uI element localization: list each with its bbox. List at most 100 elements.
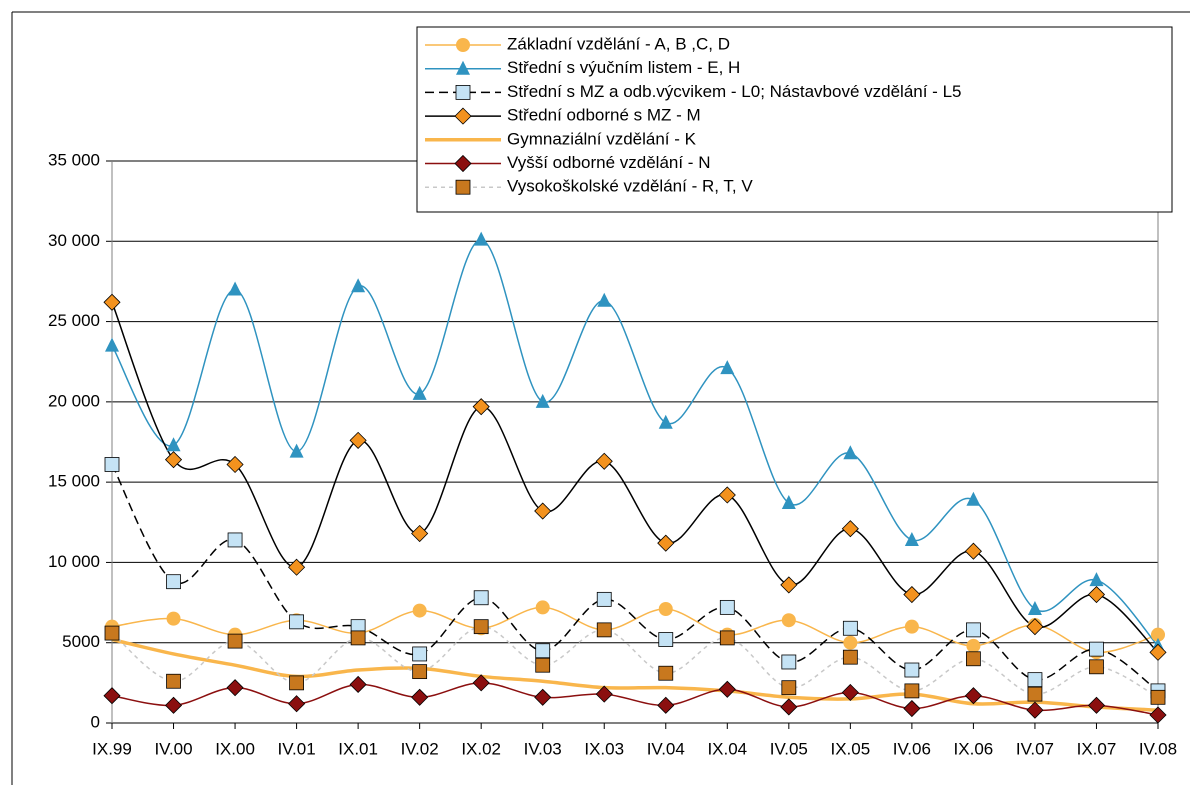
- series-line: [111, 625, 1159, 698]
- point: [720, 360, 735, 375]
- point: [718, 680, 736, 698]
- point: [228, 281, 243, 296]
- y-tick-label: 5000: [62, 632, 100, 651]
- point: [1151, 627, 1165, 642]
- series-line: [111, 238, 1159, 647]
- point: [781, 495, 796, 510]
- point: [719, 599, 735, 615]
- point: [289, 443, 304, 458]
- x-tick-label: IV.08: [1139, 739, 1177, 758]
- x-tick-label: IV.01: [278, 739, 316, 758]
- point: [1089, 641, 1104, 657]
- point: [595, 452, 613, 470]
- point: [535, 643, 551, 659]
- x-tick-label: IX.03: [584, 739, 624, 758]
- point: [411, 688, 429, 706]
- point: [349, 675, 367, 694]
- point: [842, 649, 858, 665]
- point: [474, 231, 489, 246]
- point: [658, 665, 674, 681]
- point: [1149, 706, 1167, 724]
- point: [351, 278, 366, 293]
- point: [904, 683, 920, 699]
- point: [103, 293, 121, 311]
- point: [164, 451, 183, 469]
- point: [455, 179, 471, 195]
- x-tick-label: IV.05: [770, 739, 808, 758]
- point: [658, 601, 673, 616]
- point: [412, 646, 428, 662]
- point: [842, 620, 858, 636]
- point: [904, 531, 919, 546]
- point: [1027, 686, 1043, 702]
- point: [841, 683, 859, 702]
- point: [472, 398, 490, 416]
- point: [454, 154, 472, 173]
- point: [1087, 696, 1106, 714]
- point: [456, 60, 470, 75]
- point: [781, 613, 796, 628]
- point: [412, 603, 427, 618]
- y-tick-label: 25 000: [48, 311, 100, 330]
- point: [412, 385, 427, 400]
- point: [904, 619, 919, 634]
- point: [105, 337, 119, 352]
- point: [456, 38, 470, 52]
- point: [658, 414, 673, 429]
- point: [227, 532, 243, 548]
- point: [104, 625, 120, 641]
- x-tick-label: IV.00: [154, 739, 192, 758]
- point: [903, 585, 921, 604]
- point: [350, 630, 366, 646]
- legend-label: Vysokoškolské vzdělání - R, T, V: [507, 177, 753, 196]
- series-line: [111, 606, 1159, 654]
- point: [780, 576, 798, 594]
- x-tick-label: IX.99: [92, 739, 132, 758]
- y-tick-label: 0: [91, 712, 100, 731]
- point: [596, 591, 612, 607]
- point: [904, 662, 920, 678]
- point: [964, 687, 982, 705]
- legend-label: Vyšší odborné vzdělání - N: [507, 153, 710, 172]
- x-tick-label: IX.06: [954, 739, 994, 758]
- point: [1027, 672, 1043, 688]
- point: [166, 611, 181, 626]
- point: [1150, 689, 1166, 705]
- point: [1026, 701, 1044, 719]
- x-tick-label: IX.05: [831, 739, 871, 758]
- x-tick-label: IV.03: [524, 739, 562, 758]
- point: [288, 695, 306, 713]
- point: [535, 657, 551, 673]
- point: [780, 698, 798, 716]
- point: [1149, 643, 1167, 661]
- x-tick-label: IV.07: [1016, 739, 1054, 758]
- x-tick-label: IX.04: [707, 739, 747, 758]
- point: [781, 680, 797, 696]
- x-tick-label: IV.04: [647, 739, 685, 758]
- y-tick-label: 30 000: [48, 231, 100, 250]
- y-tick-label: 10 000: [48, 552, 100, 571]
- point: [966, 622, 981, 638]
- point: [597, 292, 612, 307]
- point: [166, 673, 181, 689]
- point: [964, 542, 982, 560]
- x-tick-label: IV.06: [893, 739, 931, 758]
- point: [534, 688, 552, 706]
- legend-label: Základní vzdělání - A, B ,C, D: [507, 34, 730, 53]
- point: [535, 600, 550, 615]
- point: [288, 558, 306, 576]
- point: [966, 651, 981, 667]
- x-tick-label: IX.07: [1077, 739, 1117, 758]
- point: [781, 654, 797, 670]
- x-tick-label: IX.02: [461, 739, 501, 758]
- point: [103, 687, 121, 705]
- legend-label: Střední odborné s MZ - M: [507, 106, 701, 125]
- point: [1026, 618, 1044, 636]
- point: [658, 632, 674, 647]
- point: [1027, 600, 1042, 615]
- point: [226, 455, 244, 474]
- x-tick-label: IX.01: [338, 739, 378, 758]
- point: [454, 107, 472, 125]
- point: [1089, 659, 1104, 675]
